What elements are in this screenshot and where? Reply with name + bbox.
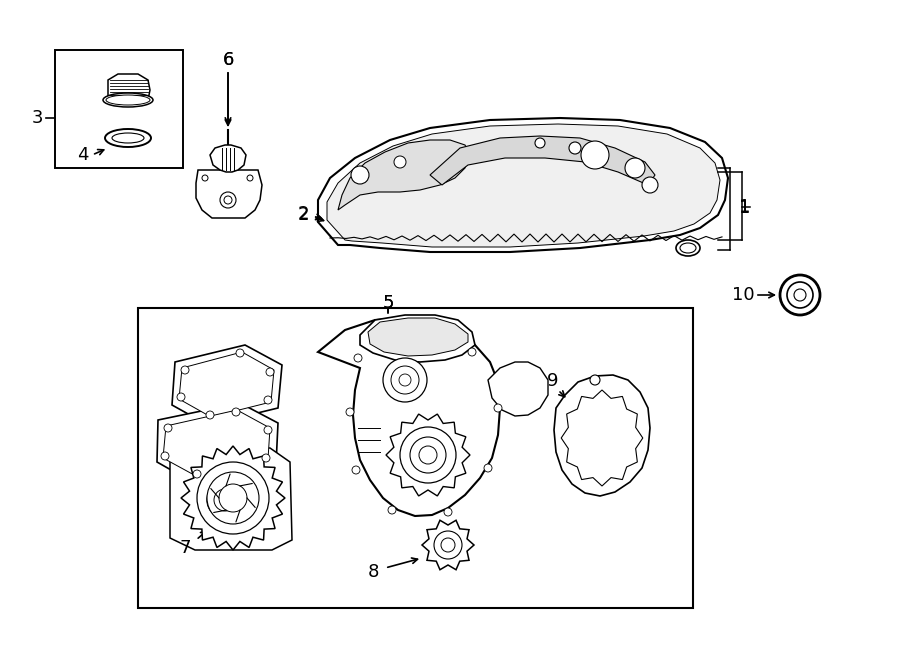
- Polygon shape: [318, 318, 500, 516]
- Text: 6: 6: [222, 51, 234, 69]
- Polygon shape: [430, 136, 655, 185]
- Ellipse shape: [680, 243, 696, 253]
- Polygon shape: [181, 446, 285, 550]
- Circle shape: [391, 366, 419, 394]
- Circle shape: [787, 282, 813, 308]
- Circle shape: [214, 489, 236, 511]
- Circle shape: [220, 192, 236, 208]
- Circle shape: [794, 289, 806, 301]
- Polygon shape: [368, 318, 468, 356]
- Text: 4: 4: [77, 146, 89, 164]
- Polygon shape: [585, 410, 619, 466]
- Circle shape: [434, 531, 462, 559]
- Circle shape: [581, 141, 609, 169]
- Circle shape: [535, 138, 545, 148]
- Circle shape: [394, 156, 406, 168]
- Circle shape: [236, 349, 244, 357]
- Circle shape: [207, 472, 259, 524]
- Circle shape: [232, 408, 240, 416]
- Ellipse shape: [676, 240, 700, 256]
- Circle shape: [354, 354, 362, 362]
- Polygon shape: [210, 145, 246, 172]
- Circle shape: [399, 374, 411, 386]
- Circle shape: [264, 396, 272, 404]
- Circle shape: [266, 368, 274, 376]
- Ellipse shape: [112, 133, 144, 143]
- Polygon shape: [157, 403, 278, 483]
- Ellipse shape: [105, 129, 151, 147]
- Circle shape: [181, 366, 189, 374]
- Circle shape: [410, 437, 446, 473]
- Circle shape: [625, 158, 645, 178]
- Circle shape: [468, 348, 476, 356]
- Polygon shape: [179, 352, 274, 417]
- Text: 9: 9: [547, 372, 559, 390]
- Bar: [138, 308, 693, 608]
- Polygon shape: [170, 448, 292, 550]
- Circle shape: [419, 446, 437, 464]
- Circle shape: [484, 464, 492, 472]
- Polygon shape: [327, 124, 720, 247]
- Circle shape: [202, 175, 208, 181]
- Circle shape: [264, 426, 272, 434]
- Circle shape: [197, 462, 269, 534]
- Circle shape: [780, 275, 820, 315]
- Polygon shape: [163, 410, 270, 476]
- Circle shape: [206, 411, 214, 419]
- Circle shape: [352, 466, 360, 474]
- Text: 6: 6: [222, 51, 234, 69]
- Polygon shape: [108, 74, 150, 100]
- Circle shape: [569, 142, 581, 154]
- Ellipse shape: [103, 93, 153, 107]
- Circle shape: [444, 508, 452, 516]
- Polygon shape: [360, 315, 475, 362]
- Circle shape: [207, 482, 243, 518]
- Polygon shape: [338, 140, 470, 210]
- Polygon shape: [562, 390, 643, 486]
- Circle shape: [247, 175, 253, 181]
- Text: 5: 5: [382, 294, 394, 312]
- Polygon shape: [172, 345, 282, 425]
- Polygon shape: [554, 375, 650, 496]
- Circle shape: [346, 408, 354, 416]
- Circle shape: [388, 506, 396, 514]
- Circle shape: [642, 177, 658, 193]
- Circle shape: [400, 427, 456, 483]
- Polygon shape: [488, 362, 548, 416]
- Circle shape: [262, 454, 270, 462]
- Text: 1: 1: [739, 198, 751, 216]
- Text: 10: 10: [732, 286, 754, 304]
- Circle shape: [351, 166, 369, 184]
- Text: 2: 2: [297, 205, 309, 223]
- Circle shape: [441, 538, 455, 552]
- Circle shape: [590, 375, 600, 385]
- Text: 7: 7: [179, 539, 191, 557]
- Polygon shape: [422, 520, 474, 570]
- Circle shape: [224, 196, 232, 204]
- Bar: [55, 50, 183, 168]
- Text: 2: 2: [297, 206, 309, 224]
- Text: 3: 3: [32, 109, 43, 127]
- Circle shape: [219, 484, 247, 512]
- Circle shape: [164, 424, 172, 432]
- Polygon shape: [386, 414, 470, 496]
- Circle shape: [177, 393, 185, 401]
- Circle shape: [161, 452, 169, 460]
- Polygon shape: [196, 170, 262, 218]
- Polygon shape: [318, 118, 728, 252]
- Circle shape: [383, 358, 427, 402]
- Circle shape: [494, 404, 502, 412]
- Ellipse shape: [106, 95, 150, 105]
- Text: 1: 1: [739, 199, 751, 217]
- Circle shape: [193, 470, 201, 478]
- Text: 5: 5: [382, 294, 394, 312]
- Text: 8: 8: [367, 563, 379, 581]
